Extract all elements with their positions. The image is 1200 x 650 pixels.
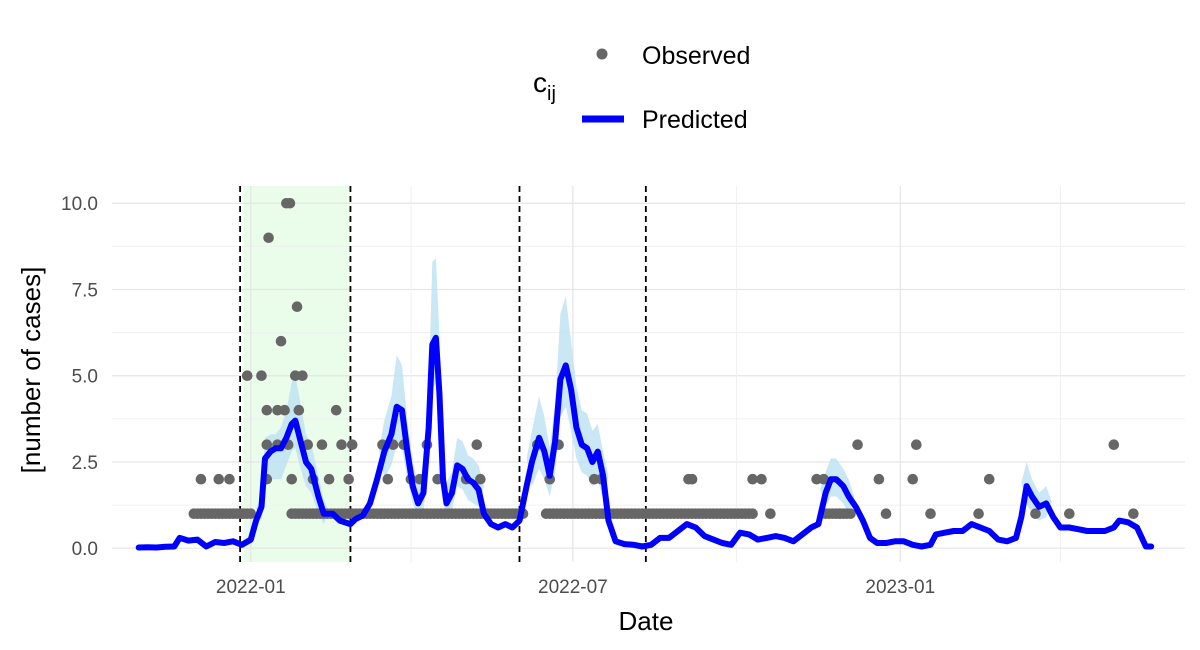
observed-point xyxy=(765,508,776,520)
observed-point xyxy=(852,439,863,451)
observed-point xyxy=(973,508,984,520)
legend-title: cij xyxy=(533,67,556,105)
observed-point xyxy=(747,508,758,520)
observed-point xyxy=(261,439,273,451)
y-tick-label: 0.0 xyxy=(72,539,98,560)
observed-point xyxy=(880,508,892,520)
y-axis-title: [number of cases] xyxy=(16,267,46,474)
observed-point xyxy=(286,473,298,485)
y-axis-ticks: 0.0 2.5 5.0 7.5 10.0 xyxy=(61,194,98,560)
observed-point xyxy=(279,404,290,416)
legend-predicted-label: Predicted xyxy=(642,106,748,134)
legend-observed-key xyxy=(596,48,608,60)
observed-point xyxy=(911,439,922,451)
prediction-interval-ribbon xyxy=(256,375,330,525)
observed-point xyxy=(686,473,698,485)
legend-title-main: c xyxy=(533,67,547,98)
observed-point xyxy=(1030,508,1041,520)
observed-point xyxy=(195,473,207,485)
observed-point xyxy=(873,473,885,485)
observed-point xyxy=(256,370,267,382)
y-tick-label: 2.5 xyxy=(72,453,98,474)
predicted-line xyxy=(135,334,1155,551)
observed-point xyxy=(343,473,354,485)
observed-point xyxy=(245,508,257,520)
vline-layer xyxy=(239,186,647,562)
observed-point xyxy=(323,473,335,485)
observed-point xyxy=(756,473,767,485)
y-tick-label: 10.0 xyxy=(61,194,98,215)
x-tick-label: 2022-07 xyxy=(538,577,608,598)
observed-point xyxy=(336,439,347,451)
observed-point xyxy=(261,404,273,416)
observed-point xyxy=(845,508,856,520)
observed-point xyxy=(1064,508,1075,520)
legend-observed-label: Observed xyxy=(642,42,750,70)
observed-point xyxy=(983,473,995,485)
observed-point xyxy=(1108,439,1120,451)
observed-point xyxy=(241,370,253,382)
observed-point xyxy=(293,404,305,416)
legend-title-subscript: ij xyxy=(547,83,556,105)
observed-point xyxy=(834,508,846,520)
prediction-interval-ribbon xyxy=(820,458,855,514)
observed-point xyxy=(475,473,486,485)
observed-point xyxy=(236,508,248,520)
x-axis-ticks: 2022-01 2022-07 2023-01 xyxy=(216,577,935,598)
x-tick-label: 2022-01 xyxy=(216,577,286,598)
observed-point xyxy=(297,370,308,382)
observed-point xyxy=(382,473,394,485)
observed-point xyxy=(284,197,296,209)
observed-point xyxy=(907,473,919,485)
observed-point xyxy=(275,335,287,347)
x-axis-title: Date xyxy=(619,606,674,636)
observed-point xyxy=(291,301,303,313)
observed-point xyxy=(818,473,830,485)
x-tick-label: 2023-01 xyxy=(865,577,935,598)
observed-point xyxy=(1128,508,1139,520)
observed-point xyxy=(747,473,758,485)
observed-points xyxy=(188,197,1139,520)
observed-point xyxy=(925,508,936,520)
observed-point xyxy=(213,473,225,485)
y-tick-label: 5.0 xyxy=(72,367,98,388)
observed-point xyxy=(263,232,274,244)
observed-point xyxy=(346,439,358,451)
observed-point xyxy=(330,404,342,416)
y-tick-label: 7.5 xyxy=(72,280,98,301)
legend: cij Observed Predicted xyxy=(533,42,750,134)
prediction-interval-ribbon xyxy=(526,296,609,500)
observed-point xyxy=(316,439,328,451)
observed-point xyxy=(224,473,235,485)
observed-point xyxy=(471,439,483,451)
predicted-line-layer xyxy=(135,334,1155,551)
